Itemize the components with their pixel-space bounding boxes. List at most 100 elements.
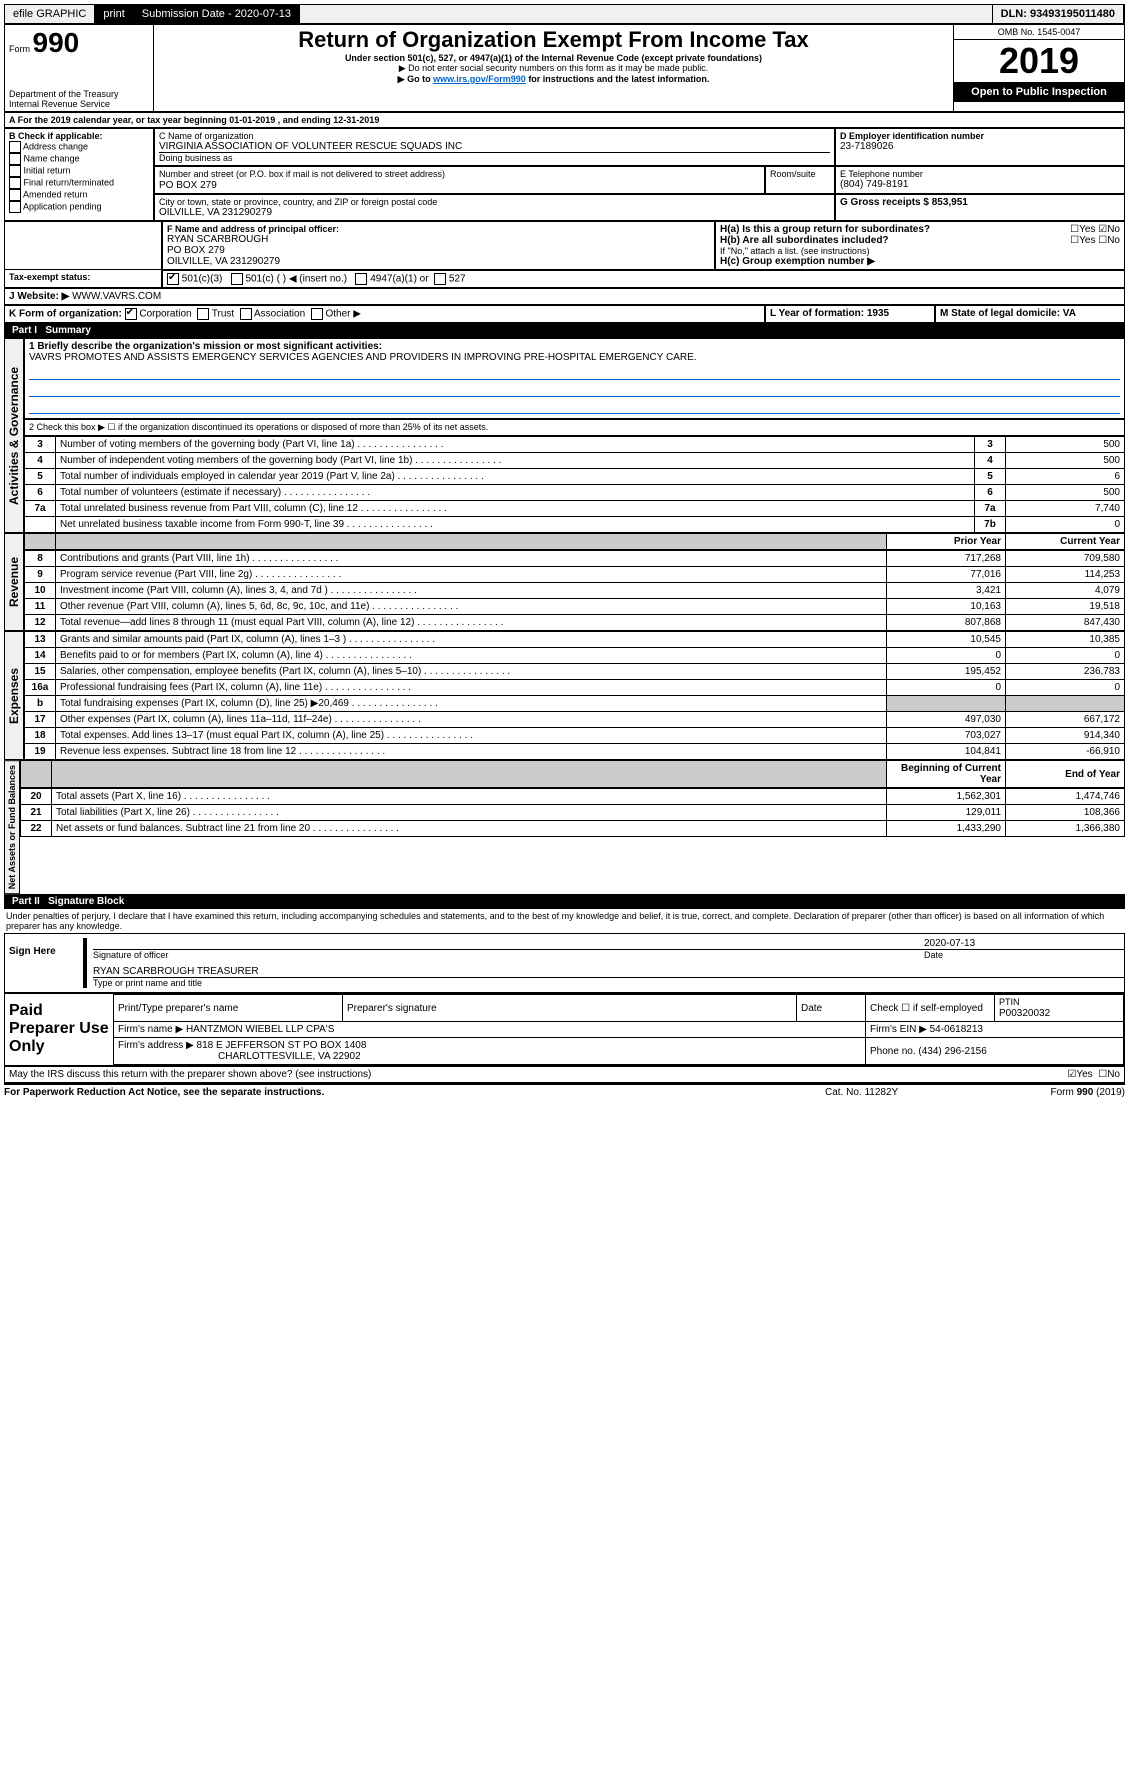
officer-addr2: OILVILLE, VA 231290279 — [167, 256, 710, 267]
line-no: 15 — [25, 664, 56, 680]
part1-title: Summary — [45, 325, 91, 336]
prep-col3: Date — [797, 995, 866, 1022]
instructions-link[interactable]: www.irs.gov/Form990 — [433, 74, 526, 84]
tax-status-lbl: Tax-exempt status: — [9, 272, 90, 282]
line-label: Other revenue (Part VIII, column (A), li… — [56, 599, 887, 615]
box-b-option: Amended return — [9, 189, 149, 201]
prior-value: 1,433,290 — [887, 821, 1006, 837]
ein-label: D Employer identification number — [840, 131, 1120, 141]
line-code: 3 — [975, 437, 1006, 453]
line-no — [25, 517, 56, 533]
current-value: 236,783 — [1006, 664, 1125, 680]
ein-value: 23-7189026 — [840, 141, 1120, 152]
current-value: 4,079 — [1006, 583, 1125, 599]
part1-hdr: Part I — [12, 325, 37, 336]
line-label: Salaries, other compensation, employee b… — [56, 664, 887, 680]
goto-post: for instructions and the latest informat… — [528, 74, 709, 84]
current-value: 1,366,380 — [1006, 821, 1125, 837]
prior-value: 129,011 — [887, 805, 1006, 821]
checkbox-icon[interactable] — [9, 141, 21, 153]
line-no: 21 — [21, 805, 52, 821]
prior-value: 497,030 — [887, 712, 1006, 728]
box-k-lbl: K Form of organization: — [9, 309, 122, 320]
form-header: Form 990 Department of the Treasury Inte… — [4, 24, 1125, 112]
hb-no: No — [1107, 235, 1120, 246]
line-no: 9 — [25, 567, 56, 583]
dept-treasury: Department of the Treasury — [9, 89, 149, 99]
submission-date: Submission Date - 2020-07-13 — [134, 5, 300, 23]
subtitle-1: Under section 501(c), 527, or 4947(a)(1)… — [156, 53, 951, 63]
name-title-lbl: Type or print name and title — [93, 977, 1124, 988]
entity-info-block: B Check if applicable: Address change Na… — [4, 128, 1125, 221]
line-value: 500 — [1006, 485, 1125, 501]
line-no: 12 — [25, 615, 56, 631]
line-no: 14 — [25, 648, 56, 664]
checkbox-icon[interactable] — [9, 177, 21, 189]
form-footer: Form 990 (2019) — [975, 1087, 1125, 1098]
line-label: Contributions and grants (Part VIII, lin… — [56, 551, 887, 567]
opt-501c3: 501(c)(3) — [182, 274, 223, 285]
line-no: 8 — [25, 551, 56, 567]
current-value: 709,580 — [1006, 551, 1125, 567]
checkbox-icon[interactable] — [9, 165, 21, 177]
prior-value: 10,545 — [887, 632, 1006, 648]
line-label: Total assets (Part X, line 16) — [52, 789, 887, 805]
checkbox-icon[interactable] — [9, 189, 21, 201]
prior-value: 10,163 — [887, 599, 1006, 615]
line-label: Number of independent voting members of … — [56, 453, 975, 469]
line-no: 7a — [25, 501, 56, 517]
city-value: OILVILLE, VA 231290279 — [159, 207, 830, 218]
firm-addr-lbl: Firm's address ▶ — [118, 1040, 194, 1051]
line-label: Total liabilities (Part X, line 26) — [52, 805, 887, 821]
current-value: 10,385 — [1006, 632, 1125, 648]
current-value: 0 — [1006, 648, 1125, 664]
opt-trust: Trust — [212, 309, 234, 320]
checkbox-icon[interactable] — [9, 201, 21, 213]
discuss-no: No — [1107, 1069, 1120, 1080]
cb-other — [311, 308, 323, 320]
line-no: 3 — [25, 437, 56, 453]
l1-label: 1 Briefly describe the organization's mi… — [29, 341, 1120, 352]
open-public: Open to Public Inspection — [954, 82, 1124, 102]
prep-col1: Print/Type preparer's name — [114, 995, 343, 1022]
ha-label: H(a) Is this a group return for subordin… — [720, 224, 930, 235]
current-value — [1006, 696, 1125, 712]
current-value: 0 — [1006, 680, 1125, 696]
sig-officer-lbl: Signature of officer — [93, 950, 924, 960]
hdr-prior: Prior Year — [887, 534, 1006, 550]
line-no: 6 — [25, 485, 56, 501]
hdr-curr: Current Year — [1006, 534, 1125, 550]
line-value: 500 — [1006, 437, 1125, 453]
line-code: 7b — [975, 517, 1006, 533]
period-line: A For the 2019 calendar year, or tax yea… — [4, 112, 1125, 128]
firm-ein: 54-0618213 — [930, 1024, 983, 1035]
current-value: 114,253 — [1006, 567, 1125, 583]
firm-ein-lbl: Firm's EIN ▶ — [870, 1024, 927, 1035]
website-value: WWW.VAVRS.COM — [72, 291, 161, 302]
vl-expenses: Expenses — [4, 631, 24, 760]
current-value: 1,474,746 — [1006, 789, 1125, 805]
box-b-hdr: B Check if applicable: — [9, 131, 149, 141]
line-label: Total number of volunteers (estimate if … — [56, 485, 975, 501]
sign-here: Sign Here — [5, 934, 83, 992]
opt-assoc: Association — [254, 309, 305, 320]
firm-addr: 818 E JEFFERSON ST PO BOX 1408 — [197, 1040, 367, 1051]
firm-phone: (434) 296-2156 — [918, 1046, 986, 1057]
cb-4947 — [355, 273, 367, 285]
cb-527 — [434, 273, 446, 285]
checkbox-icon[interactable] — [9, 153, 21, 165]
opt-501c: 501(c) ( ) ◀ (insert no.) — [245, 274, 347, 285]
l2-label: 2 Check this box ▶ ☐ if the organization… — [24, 419, 1125, 436]
box-b-option: Address change — [9, 141, 149, 153]
print-button[interactable]: print — [95, 5, 133, 23]
org-name: VIRGINIA ASSOCIATION OF VOLUNTEER RESCUE… — [159, 141, 830, 152]
line-code: 6 — [975, 485, 1006, 501]
line-label: Benefits paid to or for members (Part IX… — [56, 648, 887, 664]
cb-trust — [197, 308, 209, 320]
form-number: 990 — [33, 27, 80, 58]
hdr-end: End of Year — [1006, 761, 1125, 788]
current-value: 108,366 — [1006, 805, 1125, 821]
addr-value: PO BOX 279 — [159, 180, 760, 191]
firm-lbl: Firm's name ▶ — [118, 1024, 183, 1035]
phone-label: E Telephone number — [840, 169, 1120, 179]
